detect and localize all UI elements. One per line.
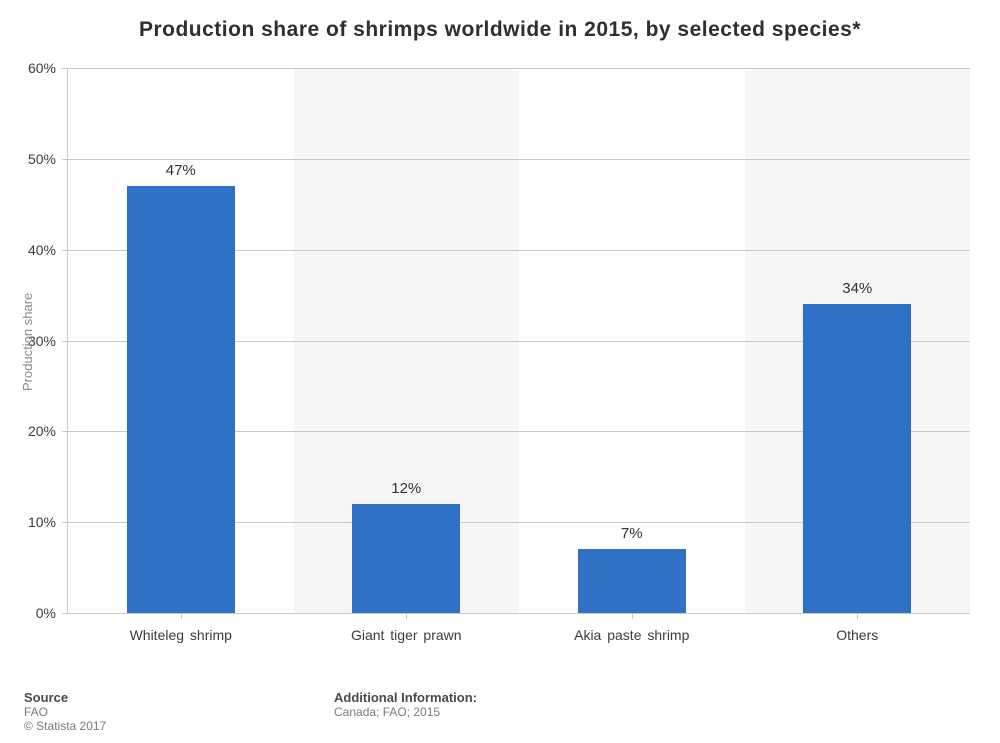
bar-value-label: 12% [391,480,421,497]
footer-source-head: Source [24,690,334,705]
bar-value-label: 34% [842,280,872,297]
y-tick-label: 10% [28,514,56,530]
footer-info-block: Additional Information: Canada; FAO; 201… [334,690,477,733]
y-tick-label: 20% [28,423,56,439]
gridline [68,68,970,69]
footer-copyright-line: © Statista 2017 [24,719,334,733]
x-axis-line [68,613,970,614]
y-tick-label: 60% [28,60,56,76]
x-tick-label: Giant tiger prawn [351,627,462,643]
bar [352,504,460,613]
footer-info-line: Canada; FAO; 2015 [334,705,477,719]
bar [578,549,686,613]
y-axis-line [67,68,68,613]
bar-value-label: 7% [621,525,643,542]
y-axis-title: Production share [20,292,35,390]
x-tick-label: Whiteleg shrimp [130,627,232,643]
chart-container: Production share of shrimps worldwide in… [0,0,1000,743]
footer-source-line: FAO [24,705,334,719]
y-tick-label: 40% [28,242,56,258]
footer-info-head: Additional Information: [334,690,477,705]
chart-title: Production share of shrimps worldwide in… [0,18,1000,42]
gridline [68,159,970,160]
bar-value-label: 47% [166,162,196,179]
y-tick-label: 0% [36,605,56,621]
bar [127,186,235,613]
bar [803,304,911,613]
x-tick-label: Others [836,627,878,643]
chart-plot-area: 0%10%20%30%40%50%60%47%Whiteleg shrimp12… [68,68,970,613]
y-tick-label: 50% [28,151,56,167]
footer-source-block: Source FAO © Statista 2017 [24,690,334,733]
chart-footer: Source FAO © Statista 2017 Additional In… [24,690,976,733]
x-tick-label: Akia paste shrimp [574,627,689,643]
